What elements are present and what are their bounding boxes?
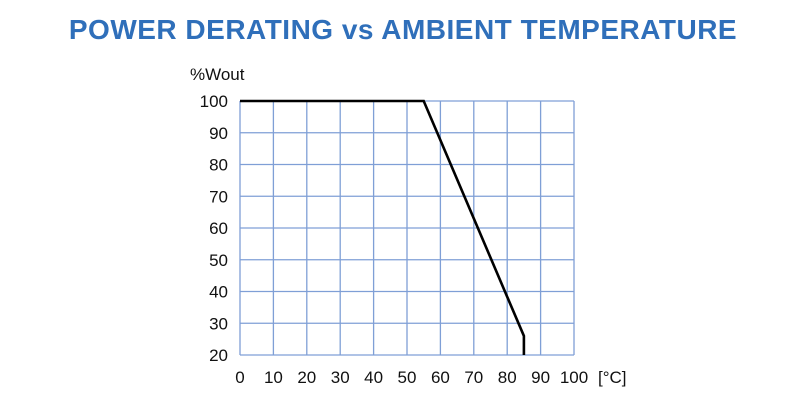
x-tick-label: 0 [235, 368, 244, 387]
x-tick-label: 70 [464, 368, 483, 387]
x-tick-label: 30 [331, 368, 350, 387]
x-tick-label: 10 [264, 368, 283, 387]
y-tick-label: 60 [209, 219, 228, 238]
x-tick-label: 40 [364, 368, 383, 387]
x-tick-label: 80 [498, 368, 517, 387]
y-tick-label: 50 [209, 251, 228, 270]
x-tick-label: 50 [398, 368, 417, 387]
y-tick-label: 80 [209, 156, 228, 175]
y-tick-label: 30 [209, 314, 228, 333]
chart-title: POWER DERATING vs AMBIENT TEMPERATURE [68, 14, 738, 45]
x-tick-label: 60 [431, 368, 450, 387]
y-tick-label: 70 [209, 187, 228, 206]
derating-curve [240, 99, 526, 355]
x-tick-label: 100 [560, 368, 588, 387]
y-tick-label: 100 [200, 92, 228, 111]
x-tick-label: 90 [531, 368, 550, 387]
y-tick-label: 40 [209, 283, 228, 302]
x-unit-label: [°C] [598, 368, 627, 387]
y-axis-label: %Wout [190, 65, 245, 84]
y-tick-label: 90 [209, 124, 228, 143]
y-tick-label: 20 [209, 346, 228, 365]
x-tick-label: 20 [297, 368, 316, 387]
